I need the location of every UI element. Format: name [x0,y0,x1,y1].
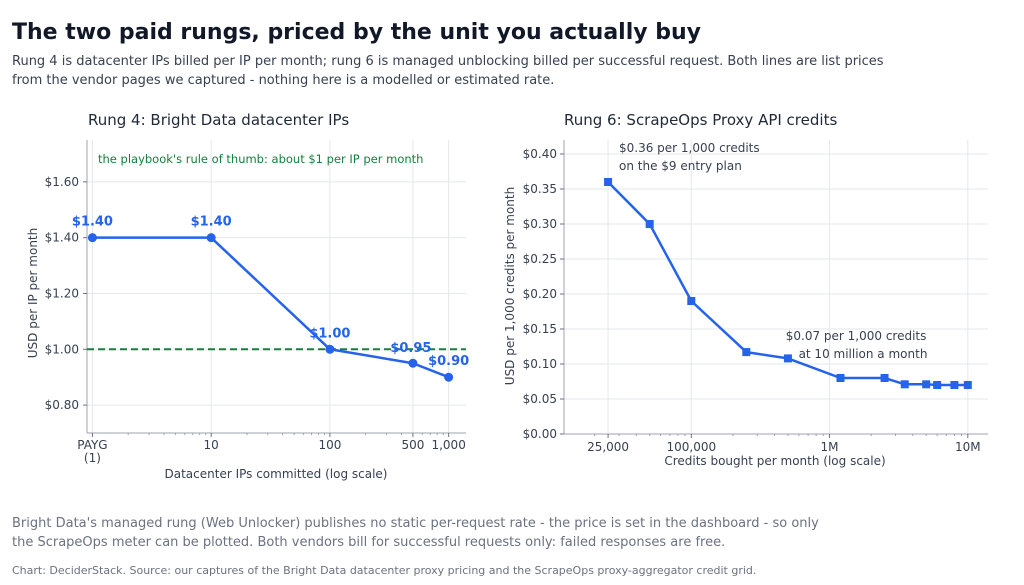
data-point [645,220,654,228]
data-point [325,344,335,354]
x-tick-label: 25,000 [587,440,629,454]
data-point [444,372,454,382]
annotation-line: $0.07 per 1,000 credits [786,329,927,343]
series [604,178,972,389]
data-point [922,380,931,389]
data-label: $1.00 [309,326,350,341]
x-tick-label: PAYG [77,438,107,452]
chart-title: Rung 6: ScrapeOps Proxy API credits [564,111,837,129]
annotation-line: on the $9 entry plan [619,159,742,173]
data-point [408,358,418,368]
x-tick-label: 1,000 [431,438,465,452]
y-tick-label: $0.35 [523,182,557,196]
x-axis-label: Credits bought per month (log scale) [664,454,885,468]
x-tick-label: 100 [318,438,341,452]
source-line: Chart: DeciderStack. Source: our capture… [12,564,757,577]
data-point [950,381,959,389]
entry-plan-annotation: $0.36 per 1,000 credits on the $9 entry … [619,141,763,173]
x-tick-label: 10 [204,438,219,452]
x-tick-label: 500 [401,438,424,452]
annotation-line: $0.36 per 1,000 credits [619,141,760,155]
data-label: $0.90 [428,354,469,369]
y-tick-label: $0.80 [45,398,79,412]
page-title: The two paid rungs, priced by the unit y… [12,20,702,45]
chart-bright-data: Rung 4: Bright Data datacenter IPs $0.80… [26,111,469,481]
y-tick-label: $1.40 [45,231,79,245]
y-tick-label: $0.00 [523,427,557,441]
y-axis-label: USD per 1,000 credits per month [503,187,517,385]
data-point [880,374,889,382]
x-tick-label: 1M [821,440,839,454]
data-point [783,354,792,363]
x-tick-label: (1) [84,451,101,465]
data-label: $1.40 [72,215,113,230]
data-point [87,233,97,243]
data-labels: $1.40 $1.40 $1.00 $0.95$0.90 [72,215,469,370]
y-tick-label: $0.10 [523,357,557,371]
y-tick-label: $0.25 [523,252,557,266]
volume-annotation: $0.07 per 1,000 credits at 10 million a … [786,329,930,361]
x-tick-label: 100,000 [666,440,716,454]
axis-ticks: $0.80 $1.00 $1.20 $1.40 $1.60 PAYG(1) 10 100 500… [45,175,466,465]
data-point [836,374,845,382]
x-tick-label: 10M [955,440,981,454]
data-point [900,380,909,389]
data-point [206,233,216,243]
data-point [687,297,696,305]
y-tick-label: $0.05 [523,392,557,406]
footnote: Bright Data's managed rung (Web Unlocker… [12,516,819,550]
page-subtitle: Rung 4 is datacenter IPs billed per IP p… [12,54,884,88]
grid [563,140,988,435]
data-point [742,348,751,357]
y-tick-label: $0.20 [523,287,557,301]
y-tick-label: $1.20 [45,286,79,300]
data-point [604,178,613,186]
y-axis-label: USD per IP per month [26,228,40,359]
y-tick-label: $1.60 [45,175,79,189]
series [87,233,454,382]
y-tick-label: $0.15 [523,322,557,336]
rule-of-thumb-annotation: the playbook's rule of thumb: about $1 p… [98,152,423,166]
axis-ticks: $0.00 $0.05 $0.10 $0.15 $0.20 $0.25 $0.30 $0.35… [523,147,981,454]
chart-scrapeops: Rung 6: ScrapeOps Proxy API credits $0.0… [503,111,988,468]
grid [86,140,466,434]
y-tick-label: $1.00 [45,342,79,356]
y-tick-label: $0.40 [523,147,557,161]
series-line [92,236,450,379]
y-tick-label: $0.30 [523,217,557,231]
data-point [933,381,942,389]
data-label: $1.40 [191,215,232,230]
chart-title: Rung 4: Bright Data datacenter IPs [88,111,349,129]
x-axis-label: Datacenter IPs committed (log scale) [165,467,388,481]
annotation-line: at 10 million a month [799,347,928,361]
data-point [963,381,972,389]
data-label: $0.95 [390,341,431,356]
